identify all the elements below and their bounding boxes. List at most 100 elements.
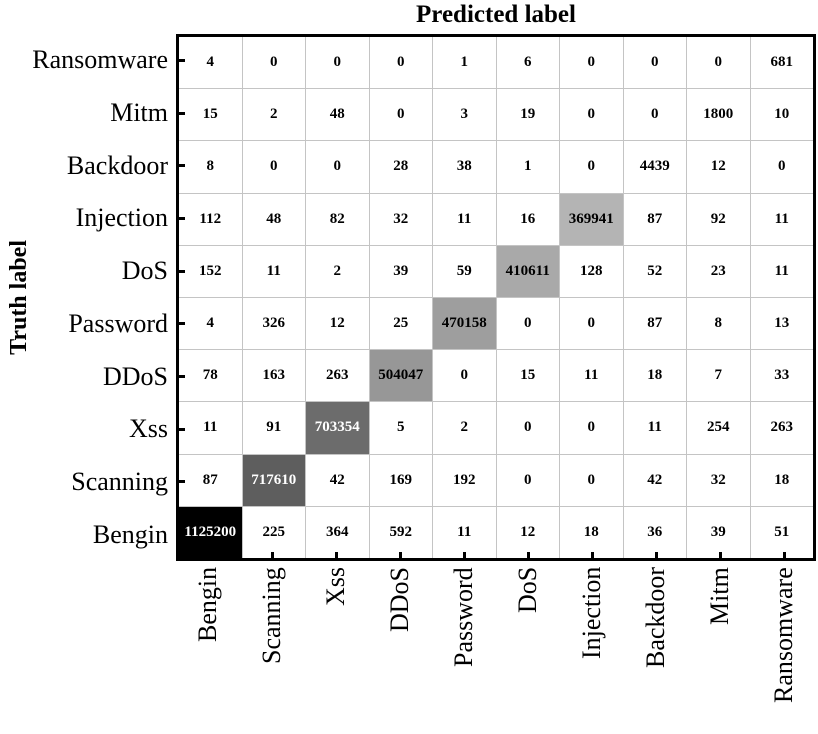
matrix-cell: 11 xyxy=(242,245,305,297)
matrix-cell: 703354 xyxy=(306,402,369,454)
matrix-cell: 0 xyxy=(560,89,623,141)
col-label-line: Backdoor xyxy=(624,563,688,734)
matrix-cell: 7 xyxy=(687,350,750,402)
matrix-cell: 32 xyxy=(369,193,432,245)
matrix-cell: 0 xyxy=(560,402,623,454)
matrix-cell: 0 xyxy=(560,454,623,506)
matrix-cell: 410611 xyxy=(496,245,559,297)
matrix-cell: 87 xyxy=(179,454,242,506)
matrix-cell: 0 xyxy=(750,141,813,193)
matrix-cell: 59 xyxy=(433,245,496,297)
matrix-cell: 0 xyxy=(242,141,305,193)
matrix-cell: 0 xyxy=(306,37,369,89)
matrix-cell: 11 xyxy=(623,402,686,454)
matrix-cell: 6 xyxy=(496,37,559,89)
x-tick-label: Xss xyxy=(321,567,350,607)
matrix-cell: 52 xyxy=(623,245,686,297)
row-label-line: Scanning xyxy=(0,456,176,509)
matrix-cell: 42 xyxy=(623,454,686,506)
col-label-line: Xss xyxy=(304,563,368,734)
matrix-cell: 25 xyxy=(369,298,432,350)
matrix-cell: 11 xyxy=(560,350,623,402)
x-tick-label: DoS xyxy=(513,567,542,614)
matrix-cell: 0 xyxy=(369,89,432,141)
matrix-cell: 0 xyxy=(242,37,305,89)
matrix-cell: 12 xyxy=(496,506,559,558)
matrix-cell: 152 xyxy=(179,245,242,297)
matrix-cell: 717610 xyxy=(242,454,305,506)
matrix-cell: 28 xyxy=(369,141,432,193)
matrix-cell: 82 xyxy=(306,193,369,245)
matrix-cell: 0 xyxy=(433,350,496,402)
matrix-cell: 12 xyxy=(306,298,369,350)
x-tick-label: DDoS xyxy=(385,567,414,633)
x-axis-tick-labels: Bengin Scanning Xss DDoS Password DoS Injectio… xyxy=(176,563,816,734)
matrix-cell: 11 xyxy=(750,193,813,245)
matrix-cell: 8 xyxy=(687,298,750,350)
matrix-cell: 36 xyxy=(623,506,686,558)
y-tick-label: DoS xyxy=(121,256,168,286)
matrix-cell: 87 xyxy=(623,298,686,350)
matrix-cell: 0 xyxy=(560,141,623,193)
matrix-cell: 19 xyxy=(496,89,559,141)
matrix-cell: 12 xyxy=(687,141,750,193)
matrix-cell: 169 xyxy=(369,454,432,506)
matrix-cell: 18 xyxy=(750,454,813,506)
matrix-cell: 263 xyxy=(750,402,813,454)
col-label-line: Bengin xyxy=(176,563,240,734)
x-tick-label: Injection xyxy=(577,567,606,660)
matrix-cell: 18 xyxy=(560,506,623,558)
matrix-cell: 4439 xyxy=(623,141,686,193)
col-label-line: Injection xyxy=(560,563,624,734)
y-tick-label: Mitm xyxy=(110,98,168,128)
x-axis-title: Predicted label xyxy=(416,1,576,28)
row-label-line: Injection xyxy=(0,192,176,245)
matrix-cell: 5 xyxy=(369,402,432,454)
matrix-cell: 18 xyxy=(623,350,686,402)
x-tick-label: Backdoor xyxy=(641,567,670,669)
matrix-cell: 0 xyxy=(687,37,750,89)
matrix-cell: 192 xyxy=(433,454,496,506)
matrix-cell: 0 xyxy=(623,37,686,89)
matrix-cell: 369941 xyxy=(560,193,623,245)
col-label-line: DDoS xyxy=(368,563,432,734)
matrix-cell: 48 xyxy=(242,193,305,245)
x-tick-label: Mitm xyxy=(705,567,734,625)
y-tick-label: Bengin xyxy=(92,519,168,549)
matrix-cell: 0 xyxy=(369,37,432,89)
matrix-cell: 23 xyxy=(687,245,750,297)
matrix-cell: 42 xyxy=(306,454,369,506)
row-label-line: DoS xyxy=(0,245,176,298)
matrix-cell: 0 xyxy=(560,37,623,89)
y-tick-label: Password xyxy=(68,308,168,338)
matrix-grid: 4 0 0 0 1 6 0 0 0 681 15 2 48 0 3 19 0 0 1800 10 8 0 0 28 38 1 0 44… xyxy=(176,34,816,561)
matrix-cell: 13 xyxy=(750,298,813,350)
matrix-cell: 2 xyxy=(433,402,496,454)
col-label-line: DoS xyxy=(496,563,560,734)
matrix-cell: 87 xyxy=(623,193,686,245)
matrix-cell: 32 xyxy=(687,454,750,506)
row-label-line: Password xyxy=(0,298,176,351)
matrix-cell: 1125200 xyxy=(179,506,242,558)
matrix-cell: 163 xyxy=(242,350,305,402)
matrix-cell: 592 xyxy=(369,506,432,558)
matrix-cell: 263 xyxy=(306,350,369,402)
y-tick-label: Backdoor xyxy=(66,150,168,180)
matrix-cell: 3 xyxy=(433,89,496,141)
matrix-cell: 4 xyxy=(179,298,242,350)
row-label-line: Bengin xyxy=(0,508,176,561)
col-label-line: Scanning xyxy=(240,563,304,734)
matrix-cell: 112 xyxy=(179,193,242,245)
matrix-cell: 1 xyxy=(496,141,559,193)
matrix-cell: 0 xyxy=(496,454,559,506)
matrix-cell: 48 xyxy=(306,89,369,141)
matrix-cell: 0 xyxy=(623,89,686,141)
matrix-cell: 51 xyxy=(750,506,813,558)
matrix-cell: 10 xyxy=(750,89,813,141)
x-tick-label: Ransomware xyxy=(769,567,798,703)
matrix-cell: 11 xyxy=(433,193,496,245)
matrix-cell: 15 xyxy=(496,350,559,402)
row-label-line: Ransomware xyxy=(0,34,176,87)
matrix-cell: 39 xyxy=(369,245,432,297)
